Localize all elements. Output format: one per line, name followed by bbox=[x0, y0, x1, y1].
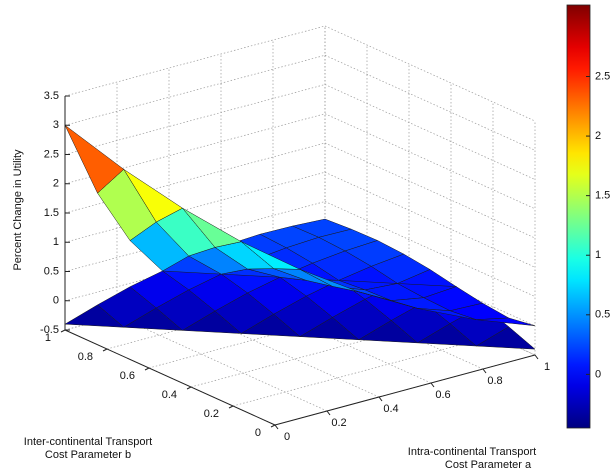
y-tick-label: 0.6 bbox=[120, 370, 135, 382]
colorbar-tick-label: 0.5 bbox=[595, 309, 610, 321]
tick-mark bbox=[60, 329, 66, 333]
x-tick-label: 1 bbox=[544, 361, 550, 373]
y-tick-label: 0.8 bbox=[78, 351, 93, 363]
tick-mark bbox=[482, 368, 487, 374]
surface-cell bbox=[358, 291, 418, 309]
z-tick-label: 1 bbox=[53, 236, 59, 248]
surface-cell bbox=[64, 304, 124, 328]
x-tick-label: 0.4 bbox=[383, 403, 398, 415]
surface-cell bbox=[241, 241, 301, 270]
y-tick-label: 0.2 bbox=[204, 408, 219, 420]
z-tick-label: -0.5 bbox=[40, 324, 59, 336]
tick-mark bbox=[534, 354, 539, 360]
grid-line bbox=[64, 113, 326, 185]
surface-cell bbox=[241, 313, 301, 337]
surface-cell bbox=[123, 307, 183, 331]
grid-line bbox=[232, 335, 494, 407]
grid-line bbox=[64, 54, 326, 126]
y-tick-label: 0 bbox=[255, 427, 261, 439]
surface-cell bbox=[64, 125, 124, 194]
x-axis-label: Cost Parameter a bbox=[445, 459, 532, 471]
y-axis-label: Inter-continental Transport bbox=[24, 436, 152, 448]
tick-mark bbox=[270, 424, 276, 428]
surface-cell bbox=[476, 317, 536, 326]
axis-line bbox=[274, 354, 536, 426]
grid-line bbox=[324, 113, 536, 210]
grid-line bbox=[64, 171, 326, 243]
tick-mark bbox=[326, 410, 331, 416]
surface-cell bbox=[476, 326, 536, 350]
z-tick-label: 2.5 bbox=[44, 148, 59, 160]
y-tick-label: 0.4 bbox=[162, 389, 177, 401]
x-tick-label: 0.8 bbox=[487, 375, 502, 387]
grid-line bbox=[64, 25, 326, 97]
tick-mark bbox=[378, 396, 383, 402]
surface-cell bbox=[299, 317, 359, 341]
x-tick-label: 0 bbox=[284, 431, 290, 443]
tick-mark bbox=[102, 348, 108, 352]
tick-mark bbox=[144, 367, 150, 371]
z-axis-label: Percent Change in Utility bbox=[12, 149, 24, 271]
colorbar-tick-label: 1.5 bbox=[595, 190, 610, 202]
colorbar-tick-label: 2.5 bbox=[595, 70, 610, 82]
grid-line bbox=[324, 142, 536, 239]
axis-line bbox=[64, 329, 276, 426]
z-tick-label: 0 bbox=[53, 295, 59, 307]
grid-line bbox=[64, 142, 326, 214]
y-axis-label: Cost Parameter b bbox=[45, 449, 131, 461]
surface-cell bbox=[182, 310, 242, 334]
colorbar-tick-label: 2 bbox=[595, 130, 601, 142]
tick-mark bbox=[186, 386, 192, 390]
surface-cell bbox=[299, 269, 359, 293]
colorbar bbox=[566, 4, 591, 429]
tick-mark bbox=[228, 405, 234, 409]
grid-line bbox=[324, 25, 536, 122]
surface-cell bbox=[182, 207, 242, 248]
x-tick-label: 0.2 bbox=[331, 417, 346, 429]
surface-cell bbox=[358, 320, 418, 344]
tick-mark bbox=[274, 424, 279, 430]
x-axis-label: Intra-continental Transport bbox=[408, 446, 536, 458]
surface-cell bbox=[417, 308, 477, 320]
surface-cell bbox=[123, 169, 183, 223]
x-tick-label: 0.6 bbox=[435, 389, 450, 401]
grid-line bbox=[64, 201, 326, 272]
tick-mark bbox=[430, 382, 435, 388]
y-tick-label: 1 bbox=[45, 332, 51, 344]
z-tick-label: 1.5 bbox=[44, 207, 59, 219]
grid-line bbox=[324, 54, 536, 151]
z-tick-label: 2 bbox=[53, 178, 59, 190]
surface-cell bbox=[417, 323, 477, 347]
z-tick-label: 3.5 bbox=[44, 90, 59, 102]
colorbar-tick-label: 0 bbox=[595, 368, 601, 380]
colorbar-tick-label: 1 bbox=[595, 249, 601, 261]
z-tick-label: 3 bbox=[53, 119, 59, 131]
z-tick-label: 0.5 bbox=[44, 265, 59, 277]
grid-line bbox=[64, 84, 326, 155]
grid-line bbox=[324, 84, 536, 180]
